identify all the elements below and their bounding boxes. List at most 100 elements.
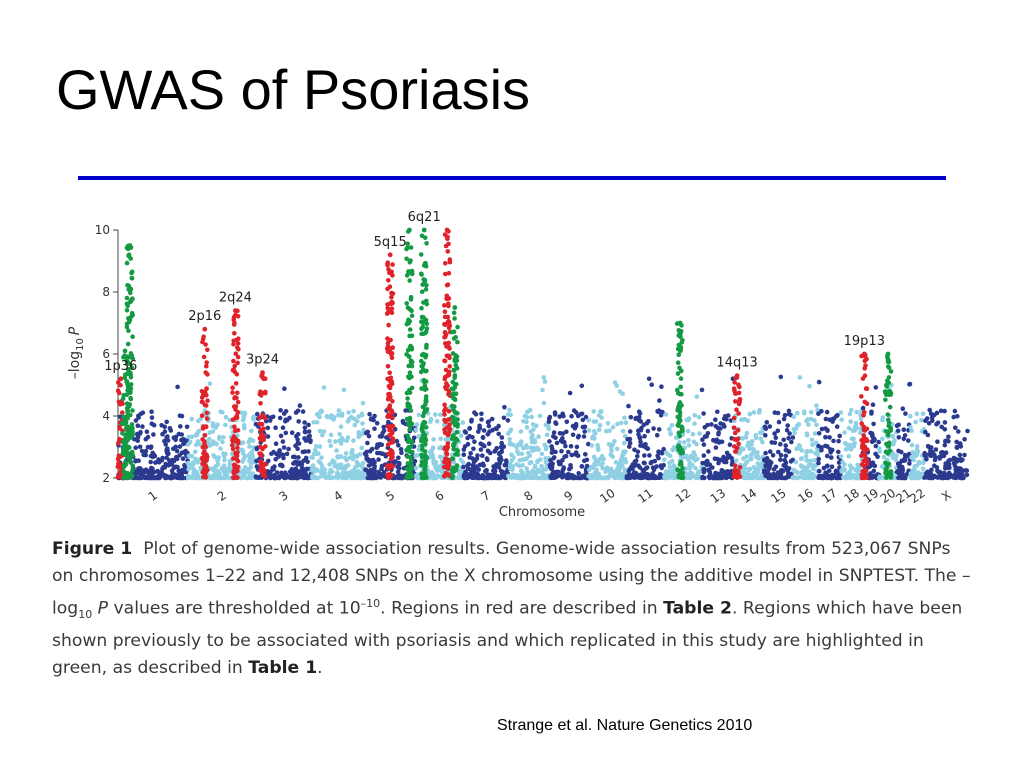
snp-point — [241, 456, 247, 462]
highlight-snp-point — [884, 392, 889, 397]
highlight-snp-point — [125, 450, 130, 456]
highlight-top-point — [421, 227, 427, 233]
highlight-snp-point — [675, 346, 681, 352]
highlight-snp-point — [385, 286, 390, 292]
snp-point — [361, 427, 366, 433]
highlight-snp-point — [389, 449, 395, 454]
highlight-snp-point — [731, 415, 737, 421]
snp-point — [374, 473, 380, 478]
snp-point — [510, 442, 516, 447]
caption-sup: –10 — [360, 597, 381, 610]
snp-point — [567, 390, 573, 396]
snp-point — [306, 434, 311, 439]
snp-point — [354, 454, 360, 460]
caption-text-1: Plot of genome-wide association results.… — [52, 539, 971, 619]
snp-point — [721, 459, 727, 465]
highlight-snp-point — [444, 452, 450, 457]
chromosome-tick-label: 12 — [673, 486, 694, 506]
snp-point — [437, 464, 443, 470]
snp-point — [551, 430, 557, 435]
snp-point — [607, 428, 612, 434]
highlight-snp-point — [120, 401, 125, 406]
snp-point — [947, 465, 952, 471]
snp-point — [846, 425, 852, 431]
highlight-snp-point — [389, 295, 394, 300]
snp-point — [783, 464, 789, 470]
highlight-snp-point — [128, 256, 133, 261]
snp-point — [586, 441, 591, 447]
highlight-snp-point — [202, 474, 208, 479]
snp-point — [207, 381, 213, 386]
snp-point — [414, 474, 419, 480]
snp-point — [753, 435, 759, 441]
snp-point — [396, 455, 401, 461]
snp-point — [524, 443, 529, 448]
snp-point — [669, 423, 675, 428]
highlight-snp-point — [257, 421, 263, 427]
snp-point — [640, 467, 645, 473]
snp-point — [929, 467, 934, 473]
snp-point — [717, 439, 722, 444]
snp-point — [942, 472, 948, 477]
highlight-snp-point — [125, 383, 131, 389]
highlight-snp-point — [236, 347, 241, 352]
snp-point — [365, 440, 370, 446]
snp-point — [617, 467, 623, 472]
snp-point — [508, 463, 513, 468]
snp-point — [186, 466, 191, 472]
snp-point — [310, 463, 316, 468]
snp-point — [654, 432, 660, 438]
snp-point — [212, 465, 218, 471]
highlight-snp-point — [230, 443, 235, 448]
snp-point — [526, 450, 531, 456]
snp-point — [722, 424, 727, 429]
snp-point — [250, 452, 255, 458]
snp-point — [533, 475, 538, 480]
highlight-snp-point — [678, 446, 683, 452]
snp-point — [663, 412, 669, 417]
highlight-snp-point — [454, 463, 460, 468]
highlight-snp-point — [449, 403, 455, 409]
highlight-snp-point — [260, 412, 265, 418]
snp-point — [477, 423, 482, 429]
highlight-top-point — [677, 320, 683, 326]
snp-point — [293, 410, 299, 415]
snp-point — [207, 443, 212, 448]
snp-point — [850, 428, 856, 433]
highlight-snp-point — [124, 260, 130, 266]
snp-point — [295, 432, 301, 437]
snp-point — [517, 463, 522, 469]
snp-point — [636, 475, 641, 480]
snp-point — [518, 468, 524, 474]
snp-point — [789, 439, 794, 445]
snp-point — [656, 449, 661, 454]
snp-point — [431, 437, 436, 442]
snp-point — [710, 475, 716, 481]
snp-point — [795, 410, 800, 416]
snp-point — [638, 439, 643, 444]
snp-point — [604, 428, 609, 434]
snp-point — [901, 458, 906, 464]
snp-point — [271, 467, 276, 472]
snp-point — [477, 475, 482, 481]
snp-point — [638, 443, 643, 448]
snp-point — [594, 467, 599, 473]
snp-point — [135, 423, 141, 428]
snp-point — [829, 475, 835, 481]
snp-point — [220, 439, 225, 445]
snp-point — [649, 382, 654, 387]
highlight-snp-point — [235, 354, 241, 360]
snp-point — [706, 449, 711, 454]
snp-point — [649, 459, 654, 465]
snp-point — [360, 400, 366, 406]
snp-point — [352, 422, 358, 428]
snp-point — [413, 427, 419, 433]
highlight-snp-point — [409, 449, 414, 455]
snp-point — [915, 449, 921, 455]
highlight-snp-point — [860, 376, 866, 381]
slide-title: GWAS of Psoriasis — [56, 58, 531, 121]
chromosome-tick-label: 5 — [383, 488, 397, 504]
highlight-snp-point — [736, 390, 742, 396]
highlight-snp-point — [732, 444, 737, 449]
snp-point — [145, 434, 151, 440]
